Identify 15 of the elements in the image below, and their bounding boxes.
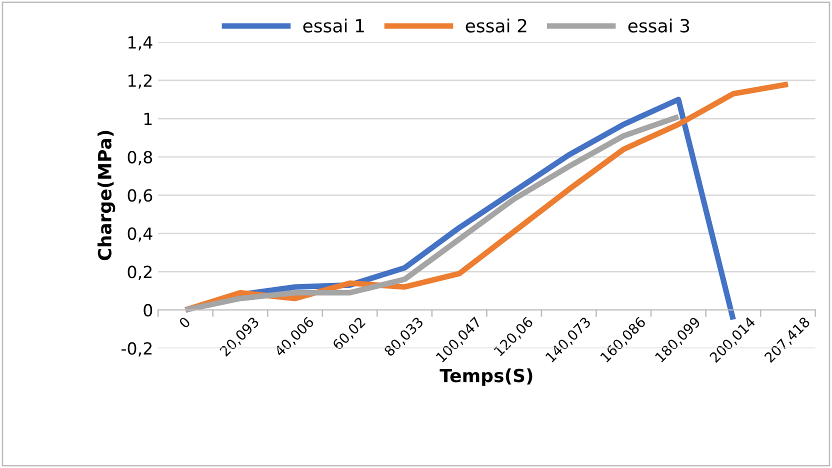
x-tick-label: 0	[178, 316, 191, 329]
legend-label: essai 2	[466, 18, 526, 33]
y-tick-label: 0,8	[128, 150, 152, 166]
x-axis-title: Temps(S)	[440, 368, 532, 386]
y-tick-label: 0,4	[128, 227, 152, 242]
y-tick-label: 1,4	[128, 36, 152, 50]
y-tick-label: 1	[144, 112, 152, 125]
y-tick-label: 1,2	[128, 74, 152, 89]
legend-label: essai 3	[628, 18, 690, 33]
y-tick-label: 0,6	[128, 189, 152, 204]
y-axis-title: Charge(MPa)	[98, 130, 116, 260]
y-tick-label: -0,2	[122, 342, 152, 356]
legend-label: essai 1	[303, 18, 364, 33]
y-tick-label: 0	[144, 304, 152, 316]
y-tick-label: 0,2	[128, 266, 152, 280]
